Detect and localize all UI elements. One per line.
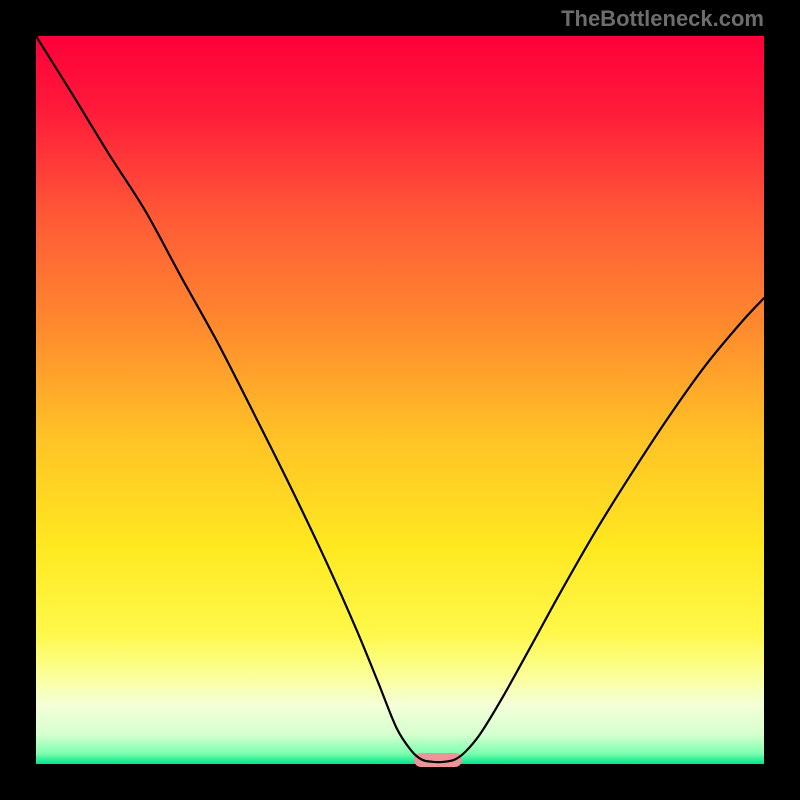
frame-border-right bbox=[764, 0, 800, 800]
chart-frame: TheBottleneck.com bbox=[0, 0, 800, 800]
plot-area bbox=[36, 36, 764, 764]
optimal-marker bbox=[414, 753, 462, 767]
background-gradient bbox=[36, 36, 764, 764]
watermark-text: TheBottleneck.com bbox=[561, 6, 764, 32]
frame-border-bottom bbox=[0, 764, 800, 800]
frame-border-left bbox=[0, 0, 36, 800]
